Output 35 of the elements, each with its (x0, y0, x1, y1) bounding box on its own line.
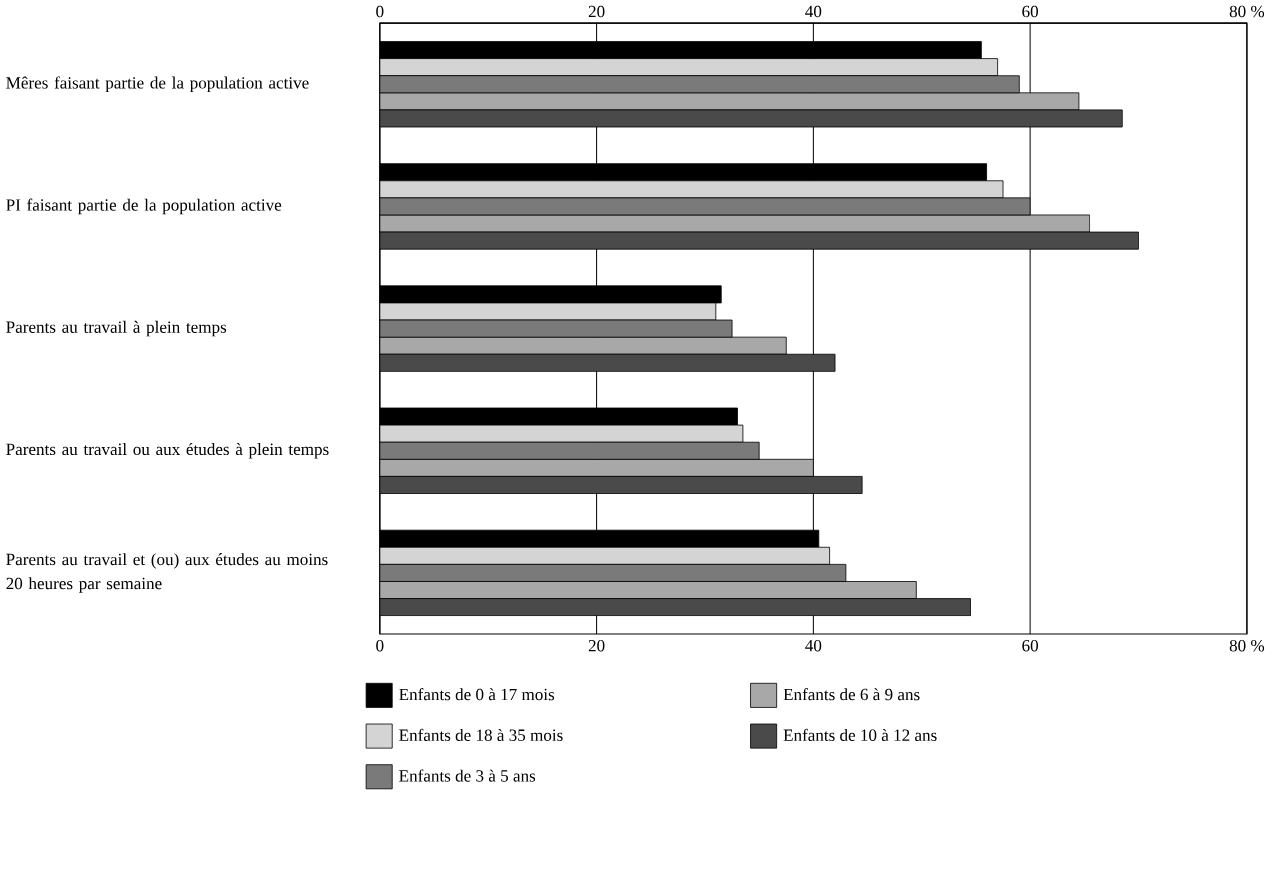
bar (379, 58, 999, 77)
x2-tick-label: 60 (1022, 5, 1039, 18)
bar (379, 180, 1004, 199)
legend-label: Enfants de 6 à 9 ans (783, 688, 920, 701)
bar (379, 336, 787, 355)
bar (379, 441, 760, 460)
x-tick-label: 0 (376, 639, 384, 652)
x2-tick-label: 20 (588, 5, 605, 18)
x2-tick-label: 80 % (1229, 5, 1265, 18)
y-tick-label: Parents au travail et (ou) aux études au moins 20 heures par semaine (6, 553, 328, 593)
x-tick-label: 40 (805, 639, 822, 652)
legend-label: Enfants de 18 à 35 mois (399, 728, 563, 741)
bar (379, 598, 971, 617)
y-tick-label: Parents au travail ou aux études à plein temps (6, 442, 329, 459)
y-tick-label: Parents au travail à plein temps (6, 320, 227, 337)
legend-label: Enfants de 10 à 12 ans (783, 728, 937, 741)
bar (379, 424, 744, 443)
x2-tick-label: 40 (805, 5, 822, 18)
bar (379, 231, 1139, 250)
bar (379, 563, 847, 582)
bar (379, 353, 836, 372)
bar (379, 458, 814, 477)
legend-label: Enfants de 3 à 5 ans (399, 769, 536, 782)
bar (379, 546, 831, 565)
y-tick-label: PI faisant partie de la population active (6, 198, 282, 215)
x-tick-label: 80 % (1229, 639, 1265, 652)
bar (379, 92, 1080, 111)
x2-tick-label: 0 (376, 5, 384, 18)
x-tick-label: 60 (1022, 639, 1039, 652)
bar (379, 581, 917, 599)
x-tick-label: 20 (588, 639, 605, 652)
legend-label: Enfants de 0 à 17 mois (399, 688, 555, 701)
bar (379, 475, 863, 494)
bar (379, 75, 1020, 94)
y-tick-label: Mêres faisant partie de la population active (6, 76, 309, 93)
